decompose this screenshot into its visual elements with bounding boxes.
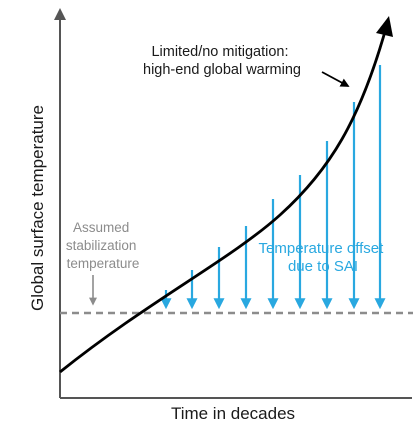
warming-curve (59, 27, 388, 374)
y-axis-label: Global surface temperature (28, 105, 47, 311)
warming-label-line-1: Limited/no mitigation: (151, 44, 288, 60)
stabilization-label-line-1: Assumed (73, 220, 129, 235)
offset-label: Temperature offset due to SAI (259, 240, 388, 275)
stabilization-label: Assumed stabilization temperature (66, 220, 140, 271)
warming-label: Limited/no mitigation: high-end global w… (143, 44, 301, 78)
offset-arrows (160, 65, 386, 310)
warming-label-pointer (321, 71, 350, 87)
offset-label-line-1: Temperature offset (259, 240, 385, 257)
offset-label-line-2: due to SAI (288, 258, 358, 275)
stabilization-label-line-3: temperature (67, 256, 140, 271)
warming-label-line-2: high-end global warming (143, 62, 301, 78)
stabilization-label-line-2: stabilization (66, 238, 137, 253)
x-axis-label: Time in decades (171, 404, 295, 422)
warming-curve-arrowhead (376, 16, 393, 37)
